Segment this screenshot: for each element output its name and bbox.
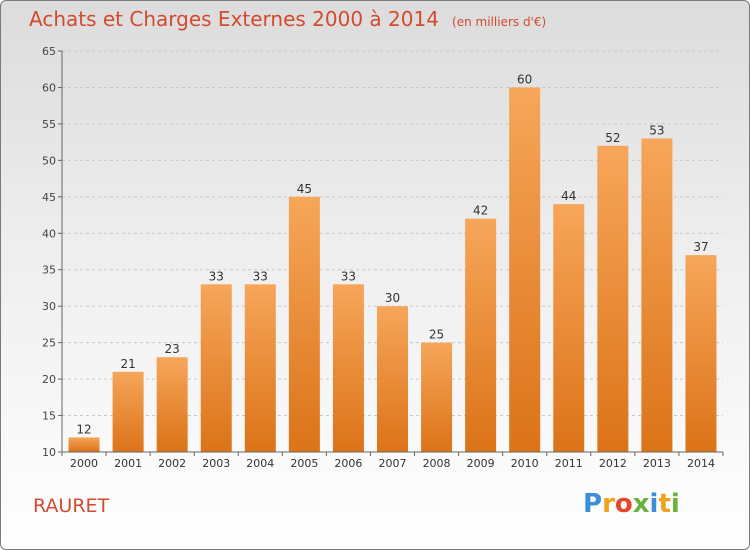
logo-letter: P <box>583 489 603 519</box>
bars <box>68 87 717 453</box>
data-label: 23 <box>165 342 180 356</box>
bar <box>200 284 232 452</box>
logo-letter: o <box>614 489 633 519</box>
bar <box>288 196 320 452</box>
data-label: 12 <box>76 422 91 436</box>
y-tick-label: 45 <box>42 191 56 204</box>
bar <box>509 87 541 453</box>
proxiti-logo[interactable]: Proxiti <box>583 489 680 519</box>
bar <box>244 284 276 452</box>
x-tick-label: 2009 <box>467 457 495 470</box>
y-tick-label: 40 <box>42 227 56 240</box>
logo-letter: r <box>602 489 615 519</box>
x-tick-label: 2005 <box>290 457 318 470</box>
chart-title: Achats et Charges Externes 2000 à 2014 <box>29 7 439 31</box>
x-tick-label: 2000 <box>70 457 98 470</box>
bar <box>465 218 497 452</box>
y-tick-label: 65 <box>42 45 56 58</box>
y-tick-label: 60 <box>42 81 56 94</box>
bar <box>332 284 364 452</box>
logo-letter: t <box>658 489 671 519</box>
bar <box>553 204 585 452</box>
y-tick-label: 55 <box>42 118 56 131</box>
x-tick-label: 2011 <box>555 457 583 470</box>
x-tick-label: 2006 <box>334 457 362 470</box>
chart-subtitle: (en milliers d'€) <box>452 15 547 29</box>
bar <box>641 138 673 452</box>
data-label: 33 <box>209 269 224 283</box>
commune-name: RAURET <box>33 495 110 517</box>
bar <box>377 306 408 452</box>
bar <box>597 145 629 453</box>
logo-letter: x <box>632 489 650 519</box>
logo-letter: i <box>670 489 680 519</box>
data-label: 44 <box>561 189 576 203</box>
bar <box>112 371 144 452</box>
data-label: 33 <box>253 269 268 283</box>
y-tick-label: 25 <box>42 337 56 350</box>
x-tick-label: 2007 <box>379 457 407 470</box>
y-tick-label: 10 <box>42 446 56 459</box>
data-label: 37 <box>693 240 708 254</box>
axes <box>58 50 724 456</box>
data-label: 53 <box>649 123 664 137</box>
data-label: 52 <box>605 131 620 145</box>
data-label: 60 <box>517 72 532 86</box>
bar <box>156 357 188 452</box>
bar <box>68 437 100 452</box>
data-label: 45 <box>297 182 312 196</box>
y-tick-label: 30 <box>42 300 56 313</box>
x-tick-label: 2001 <box>114 457 142 470</box>
data-label: 21 <box>120 357 135 371</box>
logo-letter: i <box>649 489 659 519</box>
x-tick-label: 2003 <box>202 457 230 470</box>
y-tick-label: 15 <box>42 410 56 423</box>
x-tick-label: 2008 <box>423 457 451 470</box>
x-tick-label: 2002 <box>158 457 186 470</box>
labels: 10 15 20 25 30 35 40 45 50 55 60 65 12 2000 21 2001 23 20… <box>42 45 715 470</box>
x-tick-label: 2004 <box>246 457 274 470</box>
title-row: Achats et Charges Externes 2000 à 2014 (… <box>29 7 546 31</box>
data-label: 25 <box>429 328 444 342</box>
x-tick-label: 2012 <box>599 457 627 470</box>
bar <box>421 342 453 452</box>
x-tick-label: 2013 <box>643 457 671 470</box>
y-tick-label: 20 <box>42 373 56 386</box>
x-tick-label: 2014 <box>687 457 715 470</box>
data-label: 42 <box>473 204 488 218</box>
y-tick-label: 50 <box>42 154 56 167</box>
data-label: 30 <box>385 291 400 305</box>
x-tick-label: 2010 <box>511 457 539 470</box>
bar <box>685 255 717 452</box>
y-tick-label: 35 <box>42 264 56 277</box>
data-label: 33 <box>341 269 356 283</box>
